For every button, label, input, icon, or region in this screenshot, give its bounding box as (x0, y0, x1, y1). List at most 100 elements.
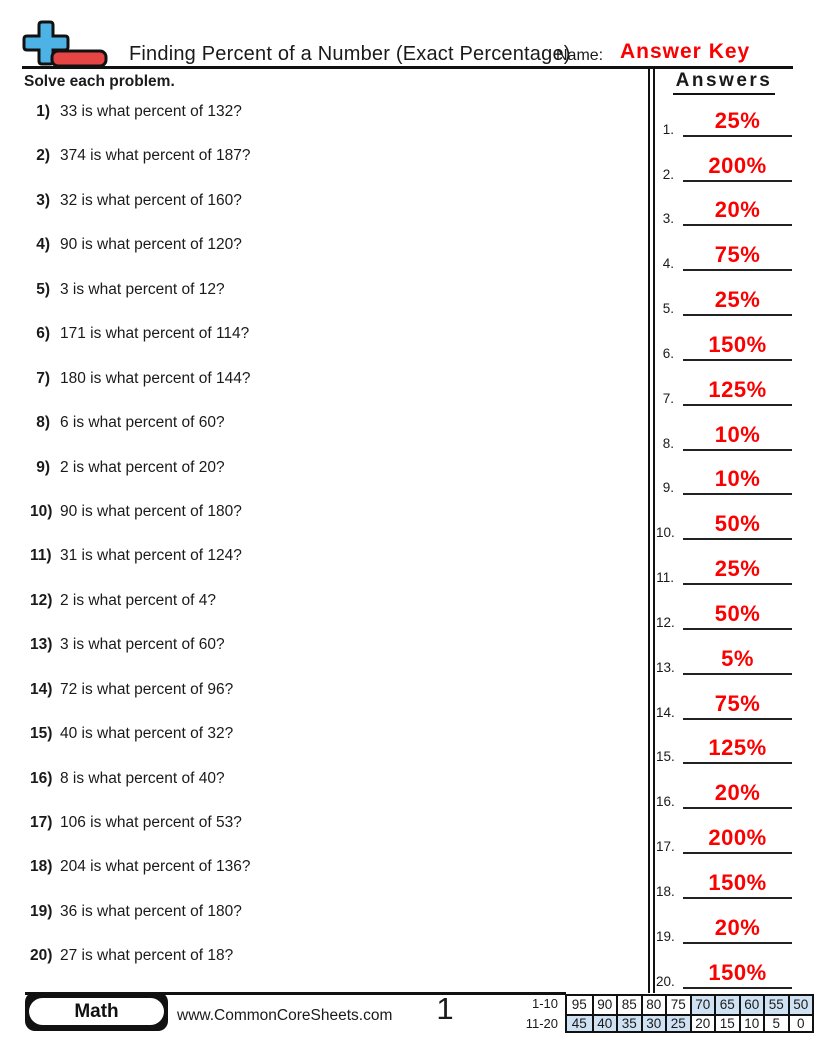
answer-line: 125% (683, 735, 792, 765)
score-cell: 95 (567, 996, 592, 1014)
answer-value: 125% (708, 376, 767, 402)
problem-text: 2 is what percent of 4? (60, 591, 216, 609)
answer-line: 50% (683, 602, 792, 630)
answer-value: 25% (714, 556, 761, 582)
answer-number: 5. (662, 301, 674, 317)
answer-line: 25% (683, 556, 792, 586)
problem-number: 16) (30, 769, 53, 787)
problem-row: 8) 6 is what percent of 60? (30, 414, 610, 458)
answer-line: 25% (683, 107, 792, 137)
answer-value: 25% (714, 107, 761, 133)
problem-row: 20) 27 is what percent of 18? (30, 947, 610, 991)
problem-number: 3) (36, 191, 50, 209)
answer-number: 9. (662, 480, 674, 496)
answer-number: 3. (662, 211, 674, 227)
problem-row: 10) 90 is what percent of 180? (30, 503, 610, 547)
problems-list: 1) 33 is what percent of 132? 2) 374 is wh… (30, 103, 610, 992)
plus-minus-logo-icon (22, 20, 108, 68)
problem-text: 31 is what percent of 124? (60, 547, 242, 565)
website-text: www.CommonCoreSheets.com (177, 1007, 393, 1024)
problem-row: 12) 2 is what percent of 4? (30, 592, 610, 636)
problem-text: 3 is what percent of 60? (60, 636, 225, 654)
answer-number: 16. (656, 794, 675, 810)
answer-number: 20. (656, 973, 675, 989)
answer-number: 19. (656, 928, 675, 944)
answer-number: 2. (662, 166, 674, 182)
problem-row: 9) 2 is what percent of 20? (30, 459, 610, 503)
plus-icon (22, 20, 70, 66)
answer-line: 20% (683, 916, 792, 944)
answer-value: 25% (714, 287, 761, 313)
score-cell: 85 (616, 996, 641, 1014)
answer-row: 2. 200% (656, 137, 792, 182)
score-row-label: 1-10 (531, 996, 558, 1012)
answer-line: 150% (683, 333, 792, 361)
score-cell: 60 (738, 996, 763, 1014)
answer-value: 125% (708, 735, 767, 761)
problem-text: 374 is what percent of 187? (60, 147, 251, 165)
problem-number: 17) (30, 814, 53, 831)
answer-line: 25% (683, 287, 792, 317)
problem-text: 8 is what percent of 40? (60, 769, 225, 787)
minus-icon (50, 49, 108, 68)
problem-text: 27 is what percent of 18? (60, 947, 234, 965)
problem-row: 4) 90 is what percent of 120? (30, 236, 610, 280)
answer-line: 10% (683, 466, 792, 496)
answer-key-value: Answer Key (620, 40, 751, 63)
problem-number: 1) (36, 103, 50, 120)
score-row-labels: 1-10 11-20 (480, 994, 558, 1033)
instructions: Solve each problem. (24, 73, 175, 90)
problem-row: 11) 31 is what percent of 124? (30, 547, 610, 591)
answer-line: 150% (683, 871, 792, 899)
score-cell: 30 (640, 1013, 665, 1031)
answer-value: 20% (714, 197, 761, 223)
score-cell: 40 (591, 1013, 616, 1031)
worksheet-title: Finding Percent of a Number (Exact Perce… (129, 43, 571, 65)
answer-number: 17. (656, 839, 675, 855)
problem-text: 72 is what percent of 96? (60, 680, 234, 698)
answer-row: 16. 20% (656, 764, 792, 810)
answer-line: 20% (683, 782, 792, 810)
answers-list: 1. 25% 2. 200% 3. 20% 4. 75% 5. 25% 6. 150% 7.… (656, 92, 792, 989)
problem-row: 14) 72 is what percent of 96? (30, 681, 610, 725)
problem-text: 180 is what percent of 144? (60, 369, 251, 387)
problem-row: 1) 33 is what percent of 132? (30, 103, 610, 147)
answer-line: 20% (683, 197, 792, 227)
answer-value: 75% (714, 690, 761, 716)
answer-line: 200% (683, 154, 792, 182)
answer-line: 75% (683, 244, 792, 272)
problem-row: 18) 204 is what percent of 136? (30, 858, 610, 902)
subject-badge: Math (25, 992, 168, 1031)
answer-number: 8. (662, 435, 674, 451)
answer-value: 200% (708, 825, 767, 851)
answer-row: 17. 200% (656, 809, 792, 855)
problem-text: 171 is what percent of 114? (60, 325, 250, 343)
problem-row: 19) 36 is what percent of 180? (30, 903, 610, 947)
answer-row: 4. 75% (656, 226, 792, 272)
problem-number: 2) (36, 147, 50, 165)
answer-number: 4. (662, 256, 674, 272)
answer-row: 8. 10% (656, 406, 792, 451)
answer-row: 5. 25% (656, 271, 792, 317)
answer-row: 18. 150% (656, 854, 792, 899)
score-cell: 15 (714, 1013, 739, 1031)
score-cell: 75 (665, 996, 690, 1014)
problem-text: 204 is what percent of 136? (60, 858, 251, 876)
score-cell: 35 (616, 1013, 641, 1031)
score-cell: 5 (763, 1013, 788, 1031)
answer-number: 13. (656, 659, 675, 675)
score-cell: 45 (567, 1013, 592, 1031)
score-cell: 70 (689, 996, 714, 1014)
problem-text: 90 is what percent of 180? (60, 502, 242, 520)
answer-row: 15. 125% (656, 720, 792, 765)
answer-number: 1. (662, 121, 674, 137)
problem-row: 15) 40 is what percent of 32? (30, 725, 610, 769)
score-cell: 0 (787, 1013, 812, 1031)
problem-number: 8) (36, 414, 50, 432)
problem-number: 20) (30, 947, 53, 965)
answer-row: 6. 150% (656, 316, 792, 361)
answer-value: 10% (714, 466, 761, 492)
problem-number: 18) (30, 858, 53, 876)
answer-row: 14. 75% (656, 675, 792, 720)
